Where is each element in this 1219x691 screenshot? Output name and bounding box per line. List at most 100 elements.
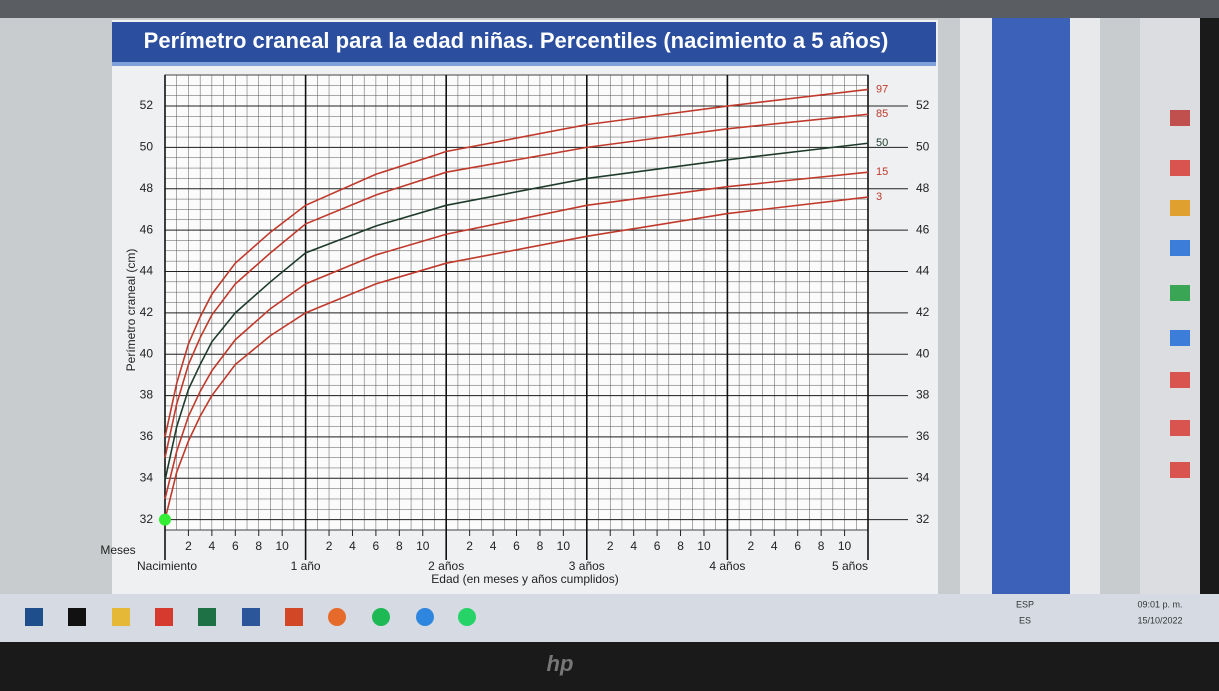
tool-icon[interactable] bbox=[1170, 372, 1190, 388]
series-label: 3 bbox=[876, 191, 882, 203]
title-underline bbox=[112, 62, 936, 66]
tool-icon[interactable] bbox=[1170, 110, 1190, 126]
taskbar-icon[interactable] bbox=[372, 608, 390, 626]
x-tick-label: 8 bbox=[537, 539, 544, 553]
y-tick-label: 50 bbox=[140, 140, 154, 154]
tool-icon[interactable] bbox=[1170, 462, 1190, 478]
x-tick-label: 4 bbox=[349, 539, 356, 553]
y-tick-label: 36 bbox=[140, 429, 154, 443]
x-tick-label: 2 bbox=[607, 539, 614, 553]
series-label: 97 bbox=[876, 83, 888, 95]
y-tick-label-right: 36 bbox=[916, 429, 930, 443]
marker-point bbox=[159, 513, 171, 526]
x-tick-label: 6 bbox=[373, 539, 380, 553]
side-toolbar bbox=[1140, 18, 1200, 594]
percentile-line bbox=[164, 113, 869, 458]
y-tick-label-right: 46 bbox=[916, 222, 930, 236]
x-tick-label: 6 bbox=[513, 539, 520, 553]
y-tick-label-right: 34 bbox=[916, 470, 930, 484]
x-axis-label: Edad (en meses y años cumplidos) bbox=[431, 572, 618, 586]
keyboard-layout[interactable]: ES bbox=[1019, 615, 1031, 625]
tool-icon[interactable] bbox=[1170, 420, 1190, 436]
percentile-line bbox=[164, 142, 869, 481]
date[interactable]: 15/10/2022 bbox=[1137, 615, 1182, 625]
x-tick-label: 4 bbox=[490, 539, 497, 553]
clock[interactable]: 09:01 p. m. bbox=[1137, 599, 1182, 609]
side-blue-band bbox=[992, 18, 1070, 594]
y-tick-label-right: 52 bbox=[916, 98, 930, 112]
y-tick-label: 34 bbox=[140, 470, 154, 484]
percentile-line bbox=[164, 88, 869, 438]
tool-icon[interactable] bbox=[1170, 160, 1190, 176]
x-tick-label: 10 bbox=[697, 539, 711, 553]
series-label: 15 bbox=[876, 166, 888, 178]
x-unit-label: Meses bbox=[100, 543, 135, 557]
x-tick-label: 4 bbox=[630, 539, 637, 553]
year-label: Nacimiento bbox=[137, 559, 197, 573]
x-tick-label: 4 bbox=[771, 539, 778, 553]
y-tick-label-right: 48 bbox=[916, 181, 930, 195]
y-tick-label: 48 bbox=[140, 181, 154, 195]
year-label: 4 años bbox=[709, 559, 745, 573]
x-tick-label: 2 bbox=[466, 539, 473, 553]
taskbar-icon[interactable] bbox=[155, 608, 173, 626]
y-tick-label: 52 bbox=[140, 98, 154, 112]
hp-logo: hp bbox=[547, 651, 574, 676]
y-tick-label-right: 38 bbox=[916, 388, 930, 402]
tool-icon[interactable] bbox=[1170, 240, 1190, 256]
x-tick-label: 10 bbox=[416, 539, 430, 553]
title-band bbox=[112, 22, 936, 62]
series-label: 85 bbox=[876, 108, 888, 120]
tool-icon[interactable] bbox=[1170, 330, 1190, 346]
toolbar bbox=[0, 0, 1219, 18]
year-label: 3 años bbox=[569, 559, 605, 573]
tool-icon[interactable] bbox=[1170, 285, 1190, 301]
language[interactable]: ESP bbox=[1016, 599, 1034, 609]
taskbar-icon[interactable] bbox=[458, 608, 476, 626]
x-tick-label: 2 bbox=[747, 539, 754, 553]
year-label: 5 años bbox=[832, 559, 868, 573]
y-tick-label-right: 44 bbox=[916, 264, 930, 278]
tool-icon[interactable] bbox=[1170, 200, 1190, 216]
taskbar-icon[interactable] bbox=[68, 608, 86, 626]
x-tick-label: 2 bbox=[326, 539, 333, 553]
year-label: 1 año bbox=[291, 559, 321, 573]
y-tick-label: 32 bbox=[140, 512, 154, 526]
y-tick-label: 44 bbox=[140, 264, 154, 278]
series-label: 50 bbox=[876, 137, 888, 149]
x-tick-label: 8 bbox=[255, 539, 262, 553]
x-tick-label: 10 bbox=[275, 539, 289, 553]
taskbar-icon[interactable] bbox=[328, 608, 346, 626]
x-tick-label: 6 bbox=[232, 539, 239, 553]
x-tick-label: 8 bbox=[396, 539, 403, 553]
x-tick-label: 2 bbox=[185, 539, 192, 553]
taskbar-icon[interactable] bbox=[285, 608, 303, 626]
x-tick-label: 6 bbox=[654, 539, 661, 553]
taskbar-icon[interactable] bbox=[198, 608, 216, 626]
taskbar bbox=[0, 594, 1219, 642]
y-axis-label: Perímetro craneal (cm) bbox=[124, 249, 138, 372]
x-tick-label: 4 bbox=[209, 539, 216, 553]
y-tick-label: 42 bbox=[140, 305, 154, 319]
y-tick-label-right: 50 bbox=[916, 140, 930, 154]
x-tick-label: 10 bbox=[557, 539, 571, 553]
taskbar-icon[interactable] bbox=[112, 608, 130, 626]
y-tick-label: 38 bbox=[140, 388, 154, 402]
percentile-line bbox=[164, 196, 869, 520]
x-tick-label: 6 bbox=[794, 539, 801, 553]
y-tick-label-right: 40 bbox=[916, 346, 930, 360]
taskbar-icon[interactable] bbox=[242, 608, 260, 626]
y-tick-label: 46 bbox=[140, 222, 154, 236]
taskbar-icon[interactable] bbox=[416, 608, 434, 626]
year-label: 2 años bbox=[428, 559, 464, 573]
taskbar-icon[interactable] bbox=[25, 608, 43, 626]
x-tick-label: 8 bbox=[818, 539, 825, 553]
x-tick-label: 10 bbox=[838, 539, 852, 553]
chart-title: Perímetro craneal para la edad niñas. Pe… bbox=[144, 28, 889, 53]
y-tick-label: 40 bbox=[140, 346, 154, 360]
x-tick-label: 8 bbox=[677, 539, 684, 553]
y-tick-label-right: 42 bbox=[916, 305, 930, 319]
percentile-line bbox=[164, 171, 869, 500]
